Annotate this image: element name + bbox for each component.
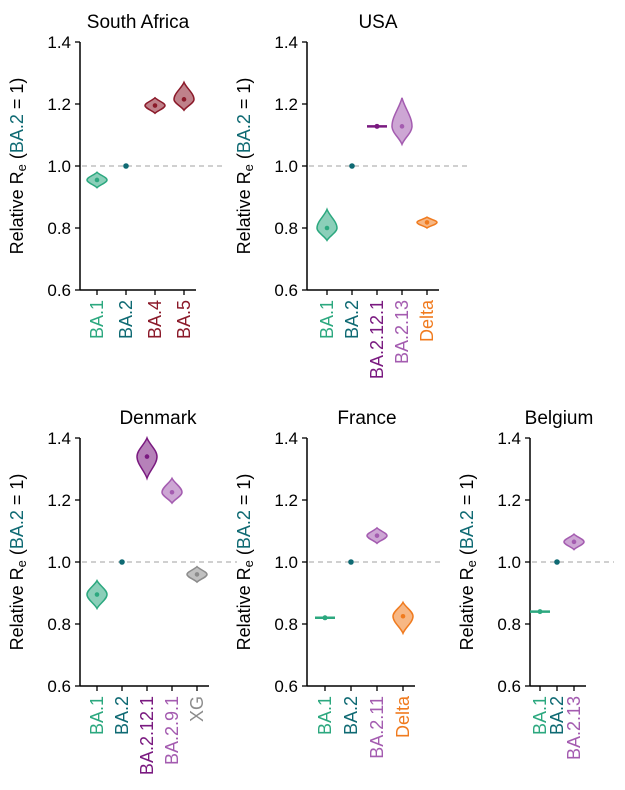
panel-title: Denmark bbox=[119, 408, 197, 429]
y-tick-label: 0.6 bbox=[47, 281, 71, 300]
median-dot-xg bbox=[194, 572, 200, 577]
y-tick-label: 0.8 bbox=[47, 219, 71, 238]
x-tick-label-ba-2-13: BA.2.13 bbox=[392, 300, 412, 364]
y-tick-label: 0.6 bbox=[497, 677, 521, 696]
y-tick-label: 0.6 bbox=[274, 281, 298, 300]
x-tick-label-ba-2-9-1: BA.2.9.1 bbox=[162, 696, 182, 765]
panel-denmark: Denmark 0.6 0.8 1.0 1.2 1.4 Relative Re (BA.2 … bbox=[7, 408, 237, 775]
y-tick-label: 0.8 bbox=[497, 615, 521, 634]
x-tick-label-ba-2-13: BA.2.13 bbox=[564, 696, 584, 760]
y-tick-label: 1.2 bbox=[274, 95, 298, 114]
x-tick-label-ba-2: BA.2 bbox=[116, 300, 136, 339]
median-dot-ba-2-12-1 bbox=[144, 454, 150, 459]
point-ba-2 bbox=[554, 559, 560, 565]
panel-belgium: Belgium 0.6 0.8 1.0 1.2 1.4 Relative Re (BA.2 … bbox=[457, 408, 614, 760]
x-tick-label-ba-2-12-1: BA.2.12.1 bbox=[137, 696, 157, 775]
median-dot-ba-1 bbox=[94, 177, 100, 183]
y-tick-label: 1.0 bbox=[274, 157, 298, 176]
panel-title: South Africa bbox=[87, 12, 190, 33]
panel-france: France 0.6 0.8 1.0 1.2 1.4 Relative Re (BA.2 =… bbox=[234, 408, 443, 759]
point-ba-2 bbox=[349, 163, 355, 169]
x-tick-label-delta: Delta bbox=[417, 299, 437, 342]
x-tick-label-ba-1: BA.1 bbox=[315, 696, 335, 735]
y-tick-label: 1.0 bbox=[274, 553, 298, 572]
y-tick-label: 1.4 bbox=[497, 429, 521, 448]
median-dot-ba-1 bbox=[322, 615, 328, 621]
y-tick-label: 1.0 bbox=[497, 553, 521, 572]
y-tick-label: 0.8 bbox=[47, 615, 71, 634]
median-dot-ba-2-13 bbox=[571, 539, 577, 545]
violin-ba-1 bbox=[316, 207, 338, 242]
y-axis-label: Relative Re (BA.2 = 1) bbox=[7, 474, 29, 651]
y-tick-label: 1.4 bbox=[47, 33, 71, 52]
violin-ba-2-13 bbox=[391, 97, 413, 147]
y-tick-label: 0.6 bbox=[47, 677, 71, 696]
y-axis-label: Relative Re (BA.2 = 1) bbox=[7, 78, 29, 255]
panel-title: France bbox=[337, 408, 396, 429]
panel-title: USA bbox=[358, 12, 397, 33]
point-ba-2 bbox=[119, 559, 125, 565]
y-axis-label: Relative Re (BA.2 = 1) bbox=[234, 78, 256, 255]
median-dot-delta bbox=[424, 220, 430, 225]
x-tick-label-ba-4: BA.4 bbox=[145, 300, 165, 339]
x-tick-label-ba-2: BA.2 bbox=[547, 696, 567, 735]
y-tick-label: 1.2 bbox=[274, 491, 298, 510]
x-tick-label-ba-2: BA.2 bbox=[342, 300, 362, 339]
x-tick-label-xg: XG bbox=[187, 696, 207, 722]
median-dot-ba-5 bbox=[181, 97, 187, 102]
median-dot-ba-2-13 bbox=[399, 124, 405, 129]
y-tick-label: 1.0 bbox=[47, 157, 71, 176]
y-tick-label: 1.4 bbox=[47, 429, 71, 448]
x-tick-label-delta: Delta bbox=[393, 695, 413, 738]
violin-ba-5 bbox=[173, 80, 195, 112]
x-tick-label-ba-1: BA.1 bbox=[87, 696, 107, 735]
x-tick-label-ba-2-11: BA.2.11 bbox=[367, 696, 387, 759]
panel-south-africa: South Africa 0.6 0.8 1.0 1.2 1.4 Relative Re (… bbox=[7, 12, 224, 339]
median-dot-ba-4 bbox=[152, 103, 158, 108]
panel-title: Belgium bbox=[525, 408, 594, 429]
y-tick-label: 1.2 bbox=[497, 491, 521, 510]
y-tick-label: 1.4 bbox=[274, 429, 298, 448]
x-tick-label-ba-1: BA.1 bbox=[87, 300, 107, 339]
median-dot-ba-2-9-1 bbox=[169, 489, 175, 495]
median-dot-ba-1 bbox=[537, 609, 543, 615]
median-dot-ba-2-11 bbox=[374, 533, 380, 538]
point-ba-2 bbox=[123, 163, 129, 169]
x-tick-label-ba-1: BA.1 bbox=[317, 300, 337, 339]
panel-usa: USA 0.6 0.8 1.0 1.2 1.4 Relative Re (BA.2 = 1)… bbox=[234, 12, 467, 379]
median-dot-ba-1 bbox=[94, 592, 100, 597]
y-tick-label: 0.8 bbox=[274, 615, 298, 634]
y-axis-label: Relative Re (BA.2 = 1) bbox=[457, 474, 479, 651]
y-tick-label: 1.2 bbox=[47, 95, 71, 114]
median-dot-ba-2-12-1 bbox=[374, 123, 380, 129]
x-tick-label-ba-1: BA.1 bbox=[530, 696, 550, 735]
x-tick-label-ba-2-12-1: BA.2.12.1 bbox=[367, 300, 387, 379]
median-dot-delta bbox=[400, 613, 406, 619]
x-tick-label-ba-2: BA.2 bbox=[112, 696, 132, 735]
point-ba-2 bbox=[348, 559, 354, 565]
x-tick-label-ba-5: BA.5 bbox=[174, 300, 194, 339]
y-tick-label: 1.4 bbox=[274, 33, 298, 52]
y-tick-label: 0.6 bbox=[274, 677, 298, 696]
median-dot-ba-1 bbox=[324, 225, 330, 231]
x-tick-label-ba-2: BA.2 bbox=[341, 696, 361, 735]
y-tick-label: 1.2 bbox=[47, 491, 71, 510]
y-tick-label: 1.0 bbox=[47, 553, 71, 572]
y-tick-label: 0.8 bbox=[274, 219, 298, 238]
y-axis-label: Relative Re (BA.2 = 1) bbox=[234, 474, 256, 651]
